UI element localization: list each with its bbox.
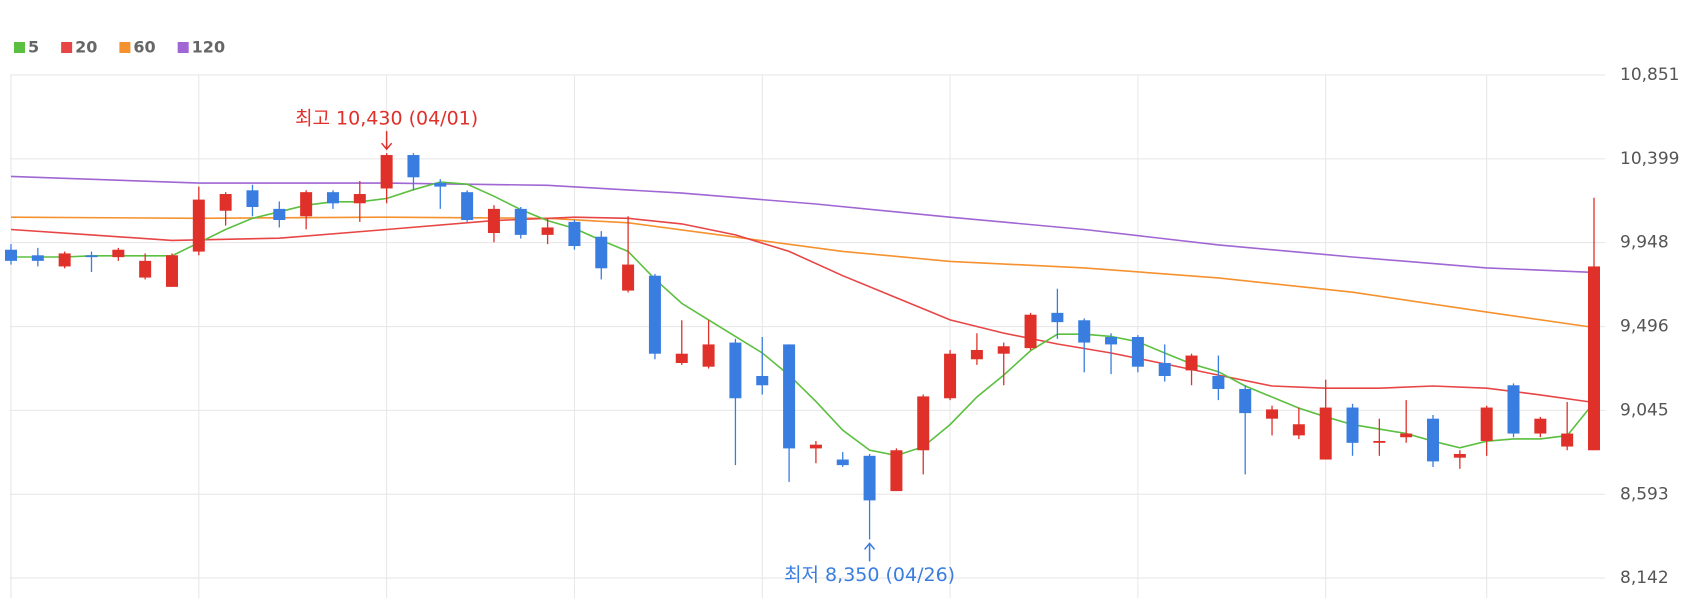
candle-body — [944, 353, 957, 399]
candle-body — [970, 349, 983, 360]
candle-body — [1185, 355, 1198, 371]
candle-body — [407, 155, 420, 178]
candle-body — [702, 344, 715, 367]
candle-body — [1131, 336, 1144, 367]
low-arrow — [863, 542, 876, 562]
legend-label: 5 — [28, 38, 39, 57]
candle-body — [622, 264, 635, 291]
legend-label: 60 — [133, 38, 155, 57]
candle-body — [514, 208, 527, 235]
candle-body — [729, 342, 742, 399]
high-arrow — [381, 131, 393, 151]
candle-body — [1158, 362, 1171, 376]
candle-body — [192, 199, 205, 252]
legend-swatch — [61, 42, 73, 53]
legend-swatch — [119, 42, 131, 53]
candle-body — [1266, 409, 1279, 419]
candle-body — [1453, 453, 1466, 458]
ma-line — [10, 175, 1595, 274]
candle-body — [58, 253, 71, 267]
y-tick-label: 8,593 — [1620, 484, 1669, 504]
candle-body — [487, 208, 500, 234]
candle-body — [1427, 418, 1440, 462]
candle-body — [756, 375, 769, 386]
candle-body — [1105, 336, 1118, 345]
candle-body — [219, 194, 232, 211]
candle-body — [5, 249, 17, 261]
candle-body — [648, 275, 661, 354]
y-tick-label: 10,851 — [1620, 65, 1679, 85]
candle-body — [809, 444, 822, 449]
candle-body — [1346, 407, 1359, 443]
candle-body — [890, 450, 903, 492]
candle-body — [541, 227, 554, 235]
candle-body — [1400, 433, 1413, 438]
legend-label: 20 — [75, 38, 97, 57]
y-tick-label: 8,142 — [1620, 568, 1669, 588]
candle-body — [1078, 320, 1091, 343]
legend-swatch — [14, 42, 25, 53]
candle-body — [997, 346, 1010, 354]
high-annotation: 최고 10,430 (04/01) — [295, 108, 478, 130]
candle-body — [461, 192, 474, 221]
candle-body — [1024, 314, 1037, 349]
candle-body — [434, 182, 447, 187]
candle-body — [326, 192, 339, 204]
candle-body — [1561, 433, 1574, 447]
y-tick-label: 9,496 — [1620, 317, 1669, 337]
y-tick-label: 10,399 — [1620, 149, 1679, 169]
candle-body — [1480, 407, 1493, 441]
candle-body — [863, 455, 876, 501]
candle-body — [380, 155, 393, 189]
candle-body — [139, 260, 152, 278]
candle-body — [783, 344, 796, 449]
candle-body — [917, 396, 930, 451]
candle-body — [1051, 312, 1064, 323]
candle-body — [1292, 424, 1305, 436]
candle-body — [112, 249, 125, 258]
legend-label: 120 — [192, 38, 225, 57]
candle-body — [1588, 266, 1600, 451]
ma-line — [10, 216, 1595, 404]
ma-line — [10, 216, 1595, 329]
candle-body — [31, 255, 44, 261]
y-tick-label: 9,948 — [1620, 233, 1669, 253]
y-tick-label: 9,045 — [1620, 400, 1669, 420]
candle-body — [1373, 440, 1386, 443]
candle-body — [568, 221, 581, 247]
candle-body — [1319, 407, 1332, 460]
candle-body — [1534, 418, 1547, 434]
candle-body — [595, 236, 608, 269]
legend-swatch — [177, 42, 189, 53]
low-annotation: 최저 8,350 (04/26) — [784, 564, 955, 586]
candle-body — [300, 192, 313, 217]
candle-body — [1239, 388, 1252, 414]
candle-body — [1212, 375, 1225, 389]
candle-body — [353, 194, 366, 204]
candle-body — [675, 353, 688, 363]
candle-body — [246, 190, 259, 208]
candle-body — [1507, 385, 1520, 434]
candle-body — [273, 208, 286, 221]
candle-body — [85, 255, 98, 258]
candle-body — [836, 459, 849, 466]
candle-body — [165, 255, 178, 287]
